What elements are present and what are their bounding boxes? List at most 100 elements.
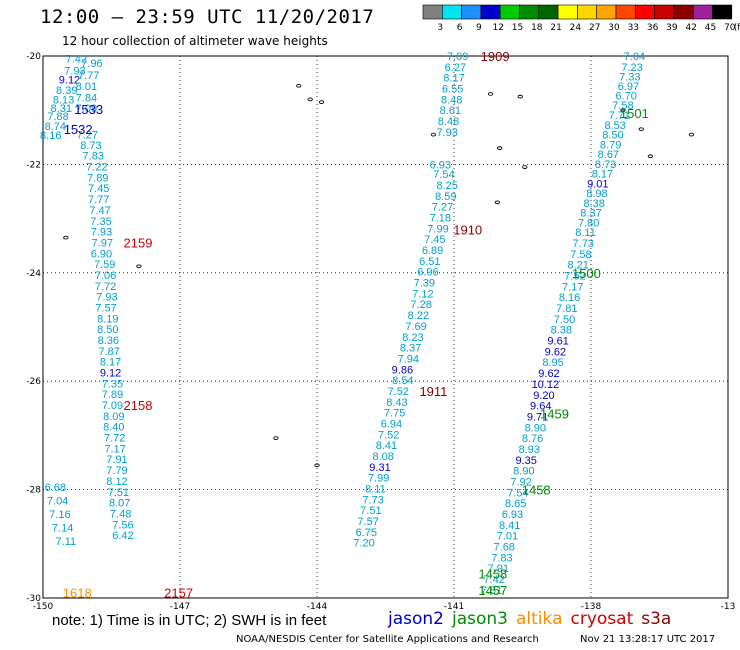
island-marker	[688, 132, 695, 137]
wave-height-value: 7.72	[104, 433, 125, 445]
wave-height-value: 7.89	[102, 389, 123, 401]
lat-tick-label: -30	[26, 594, 41, 604]
wave-height-value: 7.93	[436, 127, 457, 139]
wave-height-value: 7.18	[430, 213, 451, 225]
lon-tick-label: -147	[170, 602, 190, 612]
colorbar-label: 30	[608, 23, 620, 33]
wave-height-value: 8.90	[525, 422, 546, 434]
wave-height-value: 10.12	[532, 379, 560, 391]
wave-height-value: 7.45	[424, 234, 445, 246]
wave-height-value: 7.94	[398, 353, 419, 365]
wave-height-value: 7.04	[47, 495, 68, 507]
island-marker	[494, 200, 501, 205]
wave-height-value: 7.77	[88, 194, 109, 206]
colorbar-label: 18	[531, 23, 543, 33]
wave-height-value: 6.94	[381, 418, 402, 430]
wave-height-value: 8.17	[443, 73, 464, 85]
wave-height-value: 9.71	[527, 411, 548, 423]
wave-height-value: 7.73	[362, 494, 383, 506]
wave-height-value: 8.53	[604, 120, 625, 132]
wave-height-value: 7.47	[89, 205, 110, 217]
wave-height-value: 8.13	[53, 94, 74, 106]
pass-time-label: 1533	[74, 102, 103, 117]
wave-height-value: 7.69	[405, 321, 426, 333]
wave-height-value: 8.25	[436, 180, 457, 192]
wave-height-value: 8.19	[97, 313, 118, 325]
island-marker	[517, 94, 523, 99]
wave-height-value: 9.35	[515, 455, 536, 467]
wave-height-value: 8.16	[40, 130, 61, 142]
wave-height-value: 6.97	[618, 81, 639, 93]
wave-height-value: 8.01	[76, 81, 97, 93]
wave-height-value: 7.89	[87, 172, 108, 184]
colorbar-label: 21	[550, 23, 561, 33]
pass-time-label: 1459	[540, 407, 569, 422]
lon-tick-label: -141	[444, 602, 464, 612]
wave-height-value: 8.23	[402, 332, 423, 344]
wave-height-value: 8.08	[373, 451, 394, 463]
wave-height-value: 6.42	[112, 530, 133, 542]
wave-height-value: 8.38	[551, 325, 572, 337]
wave-height-value: 7.16	[49, 509, 70, 521]
colorbar-label: 33	[628, 23, 639, 33]
wave-height-value: 7.84	[76, 93, 97, 105]
wave-height-value: 8.61	[440, 105, 461, 117]
wave-height-value: 8.22	[408, 310, 429, 322]
wave-height-value: 8.40	[103, 422, 124, 434]
wave-height-value: 9.86	[392, 364, 413, 376]
wave-height-value: 6.55	[442, 84, 463, 96]
wave-height-value: 7.54	[433, 169, 454, 181]
wave-height-value: 7.83	[83, 151, 104, 163]
wave-height-value: 8.17	[592, 169, 613, 181]
wave-height-value: 7.28	[410, 299, 431, 311]
map-subtitle: 12 hour collection of altimeter wave hei…	[62, 34, 328, 48]
lon-tick-label: -144	[307, 602, 328, 612]
legend-item-jason3: jason3	[452, 609, 508, 629]
wave-height-value: 7.35	[102, 378, 123, 390]
wave-height-value: 7.79	[106, 465, 127, 477]
wave-height-value: 7.56	[112, 519, 133, 531]
wave-height-value: 7.93	[91, 227, 112, 239]
wave-height-value: 7.72	[95, 281, 116, 293]
wave-height-value: 8.73	[595, 159, 616, 171]
wave-height-value: 8.67	[598, 149, 619, 161]
wave-height-value: 8.76	[522, 433, 543, 445]
wave-height-value: 7.04	[624, 51, 645, 63]
pass-time-label: 1458	[522, 483, 551, 498]
wave-height-value: 7.92	[510, 476, 531, 488]
wave-height-value: 7.14	[52, 523, 73, 535]
colorbar-swatch	[712, 4, 733, 20]
colorbar-label: 70	[724, 23, 736, 33]
wave-height-value: 7.17	[562, 281, 583, 293]
island-marker	[314, 463, 320, 468]
wave-height-value: 8.48	[441, 94, 462, 106]
wave-height-value: 9.12	[100, 368, 121, 380]
wave-height-value: 8.37	[580, 208, 601, 220]
wave-height-value: 9.12	[59, 74, 80, 86]
wave-height-value: 7.52	[388, 386, 409, 398]
pass-time-label: 1909	[481, 49, 510, 64]
pass-time-label: 2157	[164, 586, 193, 601]
wave-height-value: 7.97	[92, 237, 113, 249]
wave-height-value: 7.99	[368, 473, 389, 485]
wave-height-value: 7.52	[564, 271, 585, 283]
wave-height-value: 7.57	[95, 302, 116, 314]
wave-height-value: 6.68	[45, 482, 66, 494]
wave-height-value: 7.54	[507, 487, 528, 499]
pass-time-label: 1532	[64, 122, 93, 137]
wave-height-value: 8.79	[600, 139, 621, 151]
wave-height-value: 6.51	[419, 256, 440, 268]
colorbar-label: 24	[570, 23, 582, 33]
wave-height-value: 7.80	[578, 217, 599, 229]
wave-height-value: 7.51	[360, 505, 381, 517]
wave-height-value: 7.27	[77, 130, 98, 142]
island-marker	[296, 83, 302, 88]
wave-height-value: 8.11	[365, 484, 386, 496]
wave-height-value: 7.71	[609, 110, 630, 122]
footer-note: note: 1) Time is in UTC; 2) SWH is in fe…	[52, 612, 327, 629]
island-marker	[63, 235, 69, 240]
wave-height-value: 6.93	[430, 159, 451, 171]
satellite-legend: jason2 jason3 altika cryosat s3a	[388, 609, 679, 629]
